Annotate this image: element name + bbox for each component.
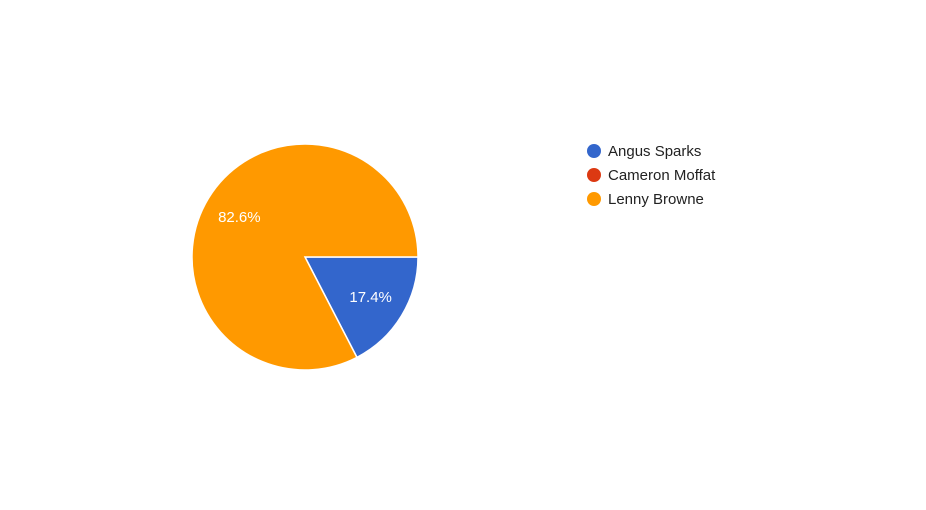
pie-slice-lenny-browne [191, 143, 419, 371]
legend-item-cameron-moffat: Cameron Moffat [587, 167, 716, 184]
legend-swatch [587, 168, 601, 182]
legend-item-lenny-browne: Lenny Browne [587, 191, 704, 208]
legend-swatch [587, 144, 601, 158]
pie-slice-label-lenny-browne: 82.6% [218, 209, 261, 226]
pie-slice-angus-sparks [303, 256, 419, 359]
pie-slice-label-angus-sparks: 17.4% [349, 289, 392, 306]
legend-item-angus-sparks: Angus Sparks [587, 143, 701, 160]
legend: Angus Sparks Cameron Moffat Lenny Browne [587, 143, 716, 208]
legend-swatch [587, 192, 601, 206]
legend-label: Lenny Browne [608, 191, 704, 208]
legend-label: Angus Sparks [608, 143, 701, 160]
pie-slice-labels: 17.4% 82.6% [218, 209, 392, 306]
legend-label: Cameron Moffat [608, 167, 716, 184]
pie-slices [191, 143, 419, 371]
